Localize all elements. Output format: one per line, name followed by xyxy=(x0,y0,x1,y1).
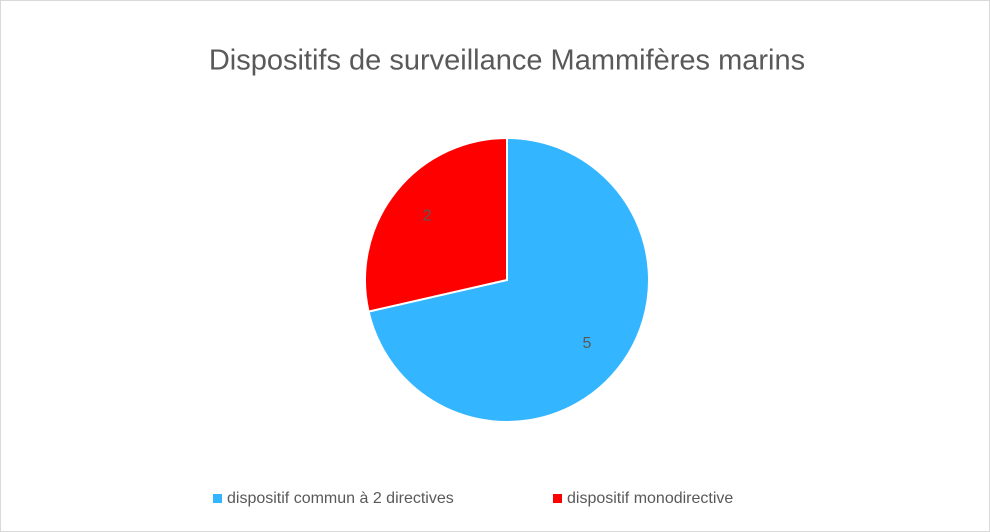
legend-label: dispositif commun à 2 directives xyxy=(227,490,454,507)
data-label: 2 xyxy=(423,207,432,224)
legend-label: dispositif monodirective xyxy=(567,490,733,507)
legend-swatch xyxy=(553,494,562,503)
data-label: 5 xyxy=(582,335,591,352)
legend-swatch xyxy=(213,494,222,503)
chart-title: Dispositifs de surveillance Mammifères m… xyxy=(209,45,805,77)
pie-slice xyxy=(367,136,650,423)
pie-slice xyxy=(364,136,508,313)
